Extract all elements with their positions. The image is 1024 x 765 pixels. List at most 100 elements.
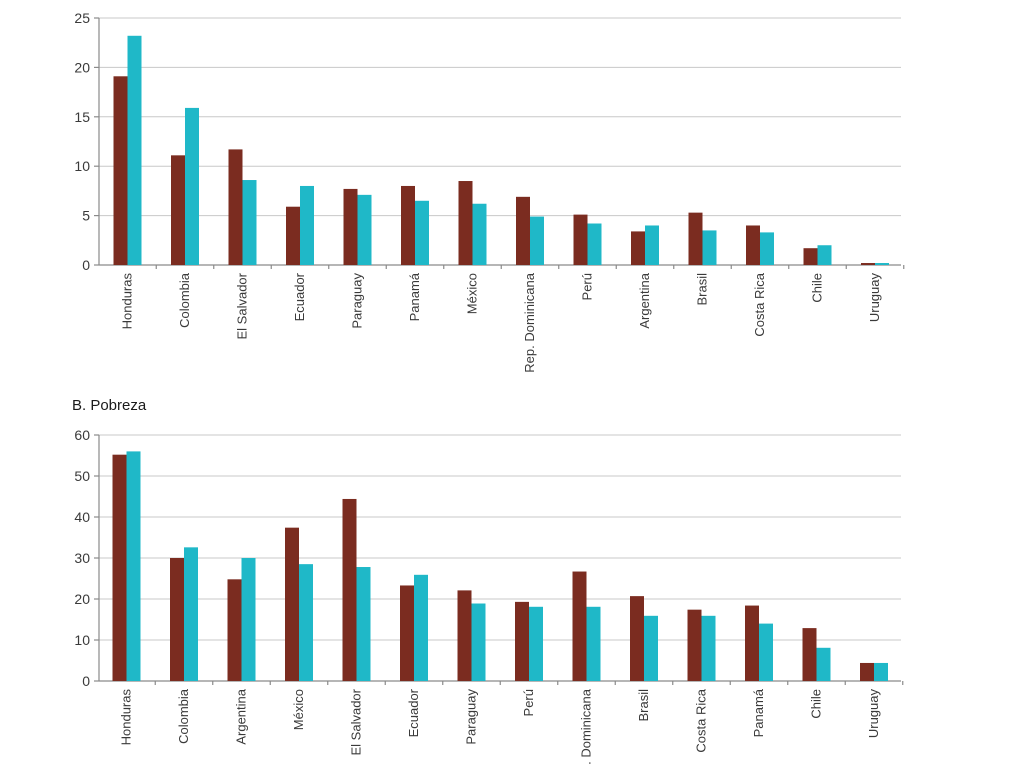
x-tick-label: Ecuador: [292, 272, 307, 321]
bar: [701, 615, 716, 681]
bar: [516, 196, 530, 265]
bar: [184, 547, 198, 681]
bar: [299, 564, 313, 681]
bar: [112, 454, 127, 681]
x-tick-label: El Salvador: [349, 688, 364, 755]
x-tick-label: Paraguay: [464, 689, 479, 745]
bar: [816, 647, 831, 681]
bar: [286, 206, 300, 265]
bar: [875, 263, 889, 265]
x-tick-label: Argentina: [637, 272, 652, 328]
bar: [342, 498, 357, 681]
x-tick-label: México: [465, 273, 480, 314]
bar: [400, 585, 414, 681]
bar: [803, 248, 818, 265]
bar: [228, 149, 243, 265]
bar: [241, 558, 256, 681]
bar: [356, 567, 371, 681]
x-tick-label: México: [291, 689, 306, 730]
bar: [687, 609, 702, 681]
bar: [587, 223, 602, 265]
poverty-chart: B. Pobreza 0 10 20 30 40 50 60 Honduras Colombia…: [72, 397, 904, 765]
bar: [126, 451, 141, 681]
bar: [645, 225, 659, 265]
x-tick-label: Brasil: [695, 273, 710, 306]
x-tick-label: Honduras: [119, 689, 134, 746]
bar: [874, 662, 888, 681]
bar: [458, 181, 473, 265]
bar: [472, 203, 487, 265]
x-tick-label: . Dominicana: [579, 688, 594, 765]
x-tick-label: Argentina: [234, 688, 249, 744]
y-tick-label: 50: [74, 468, 90, 484]
y-tick-label: 60: [74, 427, 90, 443]
y-tick-label: 10: [74, 632, 90, 648]
bar: [631, 231, 645, 265]
x-tick-label: Colombia: [177, 272, 192, 328]
y-tick-label: 20: [74, 591, 90, 607]
y-tick-label: 15: [74, 109, 90, 125]
bar: [644, 615, 658, 681]
x-tick-label: Honduras: [120, 273, 135, 330]
x-tick-label: Costa Rica: [694, 688, 709, 752]
y-tick-label: 30: [74, 550, 90, 566]
y-tick-label: 0: [82, 257, 90, 273]
bar: [817, 245, 832, 265]
bar: [515, 601, 529, 681]
bar: [530, 216, 544, 265]
bar: [630, 596, 644, 681]
bar: [242, 180, 257, 265]
bar: [746, 225, 760, 265]
bar: [688, 212, 703, 265]
x-tick-label: Ecuador: [406, 688, 421, 737]
y-tick-label: 0: [82, 673, 90, 689]
bar: [285, 527, 299, 681]
x-tick-label: Uruguay: [867, 273, 882, 323]
bar: [861, 263, 875, 265]
x-tick-label: Panamá: [751, 688, 766, 737]
bar: [802, 628, 817, 681]
x-tick-label: El Salvador: [235, 272, 250, 339]
y-tick-label: 20: [74, 59, 90, 75]
x-tick-label: Paraguay: [350, 273, 365, 329]
bar: [760, 232, 774, 265]
x-tick-label: Uruguay: [866, 689, 881, 739]
bar: [185, 107, 199, 266]
x-tick-label: Perú: [521, 689, 536, 716]
bar: [113, 76, 128, 266]
bar: [702, 230, 717, 265]
x-tick-label: Rep. Dominicana: [522, 272, 537, 372]
bar: [415, 200, 429, 265]
extreme-poverty-chart: 0 5 10 15 20 25 Honduras Colombia El Salvador Ecu…: [74, 10, 905, 373]
x-tick-label: Costa Rica: [752, 272, 767, 336]
x-tick-label: Panamá: [407, 272, 422, 321]
bar: [414, 574, 428, 681]
x-tick-label: Brasil: [636, 689, 651, 722]
x-tick-label: Chile: [810, 273, 825, 303]
bar: [343, 188, 358, 265]
bar: [401, 185, 415, 265]
y-tick-label: 5: [82, 208, 90, 224]
bar: [471, 603, 486, 681]
bar: [573, 214, 588, 265]
bar: [759, 623, 773, 681]
chart-title: B. Pobreza: [72, 397, 147, 414]
x-tick-label: Perú: [580, 273, 595, 300]
x-tick-label: Chile: [809, 689, 824, 719]
bar: [127, 35, 142, 266]
bar: [745, 605, 759, 681]
bar: [572, 571, 587, 681]
bar: [457, 590, 472, 681]
bar: [860, 662, 874, 681]
bar: [170, 558, 184, 681]
y-tick-label: 40: [74, 509, 90, 525]
y-tick-label: 10: [74, 158, 90, 174]
bar: [171, 155, 185, 265]
bar: [586, 606, 601, 681]
y-tick-label: 25: [74, 10, 90, 26]
bar: [529, 606, 543, 681]
bar: [227, 579, 242, 681]
bar: [300, 185, 314, 265]
bar: [357, 194, 372, 265]
x-tick-label: Colombia: [176, 688, 191, 744]
